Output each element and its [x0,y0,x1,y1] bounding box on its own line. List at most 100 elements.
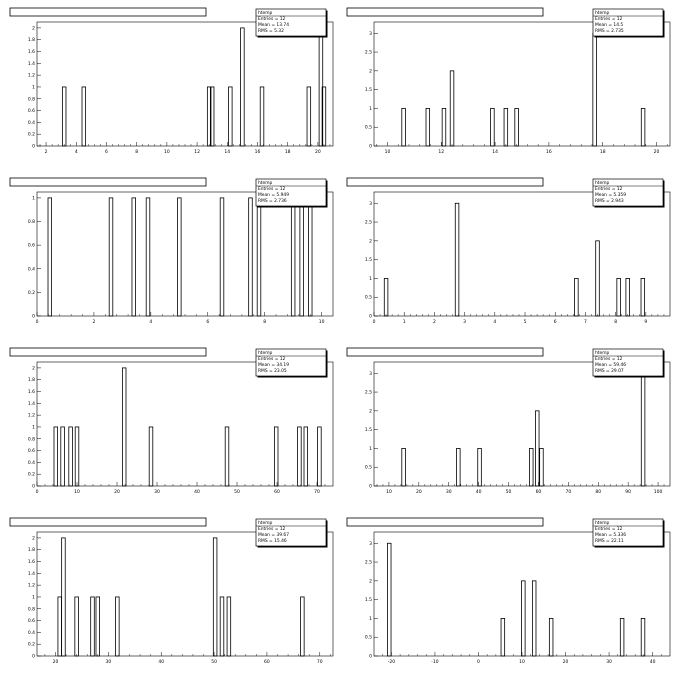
histogram-bin [145,197,151,317]
histogram-bin [228,86,233,147]
stats-name: htemp [258,10,272,16]
x-tick-label: 20 [315,149,321,155]
x-tick-label: 10 [385,149,391,155]
plot-frame [36,531,334,657]
stats-name: htemp [595,180,609,186]
histogram-bin [454,202,460,317]
y-tick-label: 2.5 [365,220,372,226]
x-tick-label: 9 [644,319,647,325]
histogram-bin [95,596,100,657]
stats-rms: RMS = 2.736 [258,198,287,204]
y-tick-label: 3 [369,201,372,207]
plot-frame [36,21,334,147]
stats-rms: RMS = 23.05 [258,368,287,374]
plot-frame [373,531,671,657]
histogram-bin [531,580,537,657]
y-tick-label: 0.6 [28,448,35,454]
histogram-bin [619,618,625,657]
x-tick-label: 16 [546,149,552,155]
title-box [9,517,207,527]
histogram-bin [108,197,114,317]
x-tick-label: 8 [263,319,266,325]
histogram-bin [441,108,447,147]
y-tick-label: 1 [32,594,35,600]
histogram-bin [477,448,482,487]
y-tick-label: 0 [369,144,372,150]
stats-box [255,348,327,377]
y-tick-label: 1.2 [28,73,35,79]
y-tick-label: 0.6 [28,243,35,249]
x-tick-label: 30 [154,489,160,495]
y-tick-label: 0.4 [28,630,35,636]
y-tick-label: 1.5 [365,427,372,433]
y-tick-label: 0 [32,144,35,150]
histogram-bin [625,278,630,317]
x-tick-label: 1 [403,319,406,325]
y-tick-label: 1.2 [28,413,35,419]
histogram-bin [240,27,245,147]
stats-entries: Entries = 12 [258,186,286,192]
x-tick-label: 20 [416,489,422,495]
x-tick-label: 10 [74,489,80,495]
y-tick-label: 1.4 [28,401,35,407]
x-tick-label: 8 [614,319,617,325]
x-tick-label: 10 [164,149,170,155]
y-tick-label: 1.2 [28,583,35,589]
histogram-bin [503,108,509,147]
stats-rms: RMS = 22.11 [595,538,624,544]
histogram-bin [226,596,232,657]
y-tick-label: 0.4 [28,266,35,272]
histogram-bin [500,618,506,657]
x-tick-label: 100 [654,489,663,495]
histogram-panel: 0 0.5 1 1.5 2 2.5 3 -20 -10 0 10 20 30 40 htempEntries… [346,517,671,665]
stats-mean: Mean = 5.359 [595,192,626,198]
histogram-bin [317,426,322,487]
stats-box [592,178,664,207]
x-tick-label: 20 [53,659,59,665]
y-tick-label: 1 [369,616,372,622]
x-tick-label: 2 [45,149,48,155]
y-tick-label: 0.2 [28,472,35,478]
y-tick-label: 0.8 [28,606,35,612]
plot-frame [373,21,671,147]
stats-name: htemp [258,180,272,186]
y-tick-label: 0.2 [28,642,35,648]
x-tick-label: 2 [92,319,95,325]
stats-rms: RMS = 29.07 [595,368,624,374]
histogram-bin [574,278,579,317]
y-tick-label: 1.8 [28,547,35,553]
histogram-bin [640,278,646,317]
y-tick-label: 1 [32,84,35,90]
x-tick-label: 0 [36,489,39,495]
x-tick-label: 0 [373,319,376,325]
x-tick-label: 14 [492,149,498,155]
stats-box [255,518,327,547]
stats-name: htemp [595,350,609,356]
histogram-bin [148,426,154,487]
y-tick-label: 1.4 [28,61,35,67]
x-tick-label: 4 [149,319,152,325]
plot-frame [36,191,334,317]
y-tick-label: 0 [32,314,35,320]
y-tick-label: 2.5 [365,50,372,56]
y-tick-label: 3 [369,371,372,377]
x-tick-label: 50 [506,489,512,495]
x-tick-label: 3 [463,319,466,325]
y-tick-label: 0 [32,484,35,490]
x-tick-label: 40 [476,489,482,495]
x-tick-label: 50 [234,489,240,495]
stats-rms: RMS = 2.943 [595,198,624,204]
x-tick-label: 20 [563,659,569,665]
x-tick-label: 20 [654,149,660,155]
histogram-bin [640,108,646,147]
x-tick-label: 60 [264,659,270,665]
x-tick-label: 50 [211,659,217,665]
title-box [346,7,544,17]
stats-mean: Mean = 5.949 [258,192,289,198]
y-tick-label: 1 [369,106,372,112]
histogram-bin [535,410,540,487]
y-tick-label: 0 [369,654,372,660]
stats-name: htemp [595,10,609,16]
